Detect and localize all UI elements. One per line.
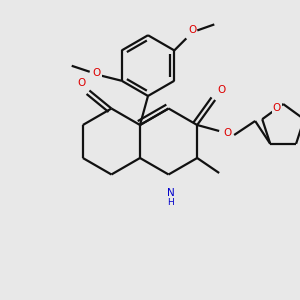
- Text: H: H: [167, 198, 174, 207]
- Text: N: N: [167, 188, 175, 197]
- Text: O: O: [188, 26, 196, 35]
- Text: O: O: [223, 128, 231, 138]
- Text: O: O: [93, 68, 101, 78]
- Text: O: O: [217, 85, 225, 95]
- Text: O: O: [77, 77, 86, 88]
- Text: O: O: [273, 103, 281, 112]
